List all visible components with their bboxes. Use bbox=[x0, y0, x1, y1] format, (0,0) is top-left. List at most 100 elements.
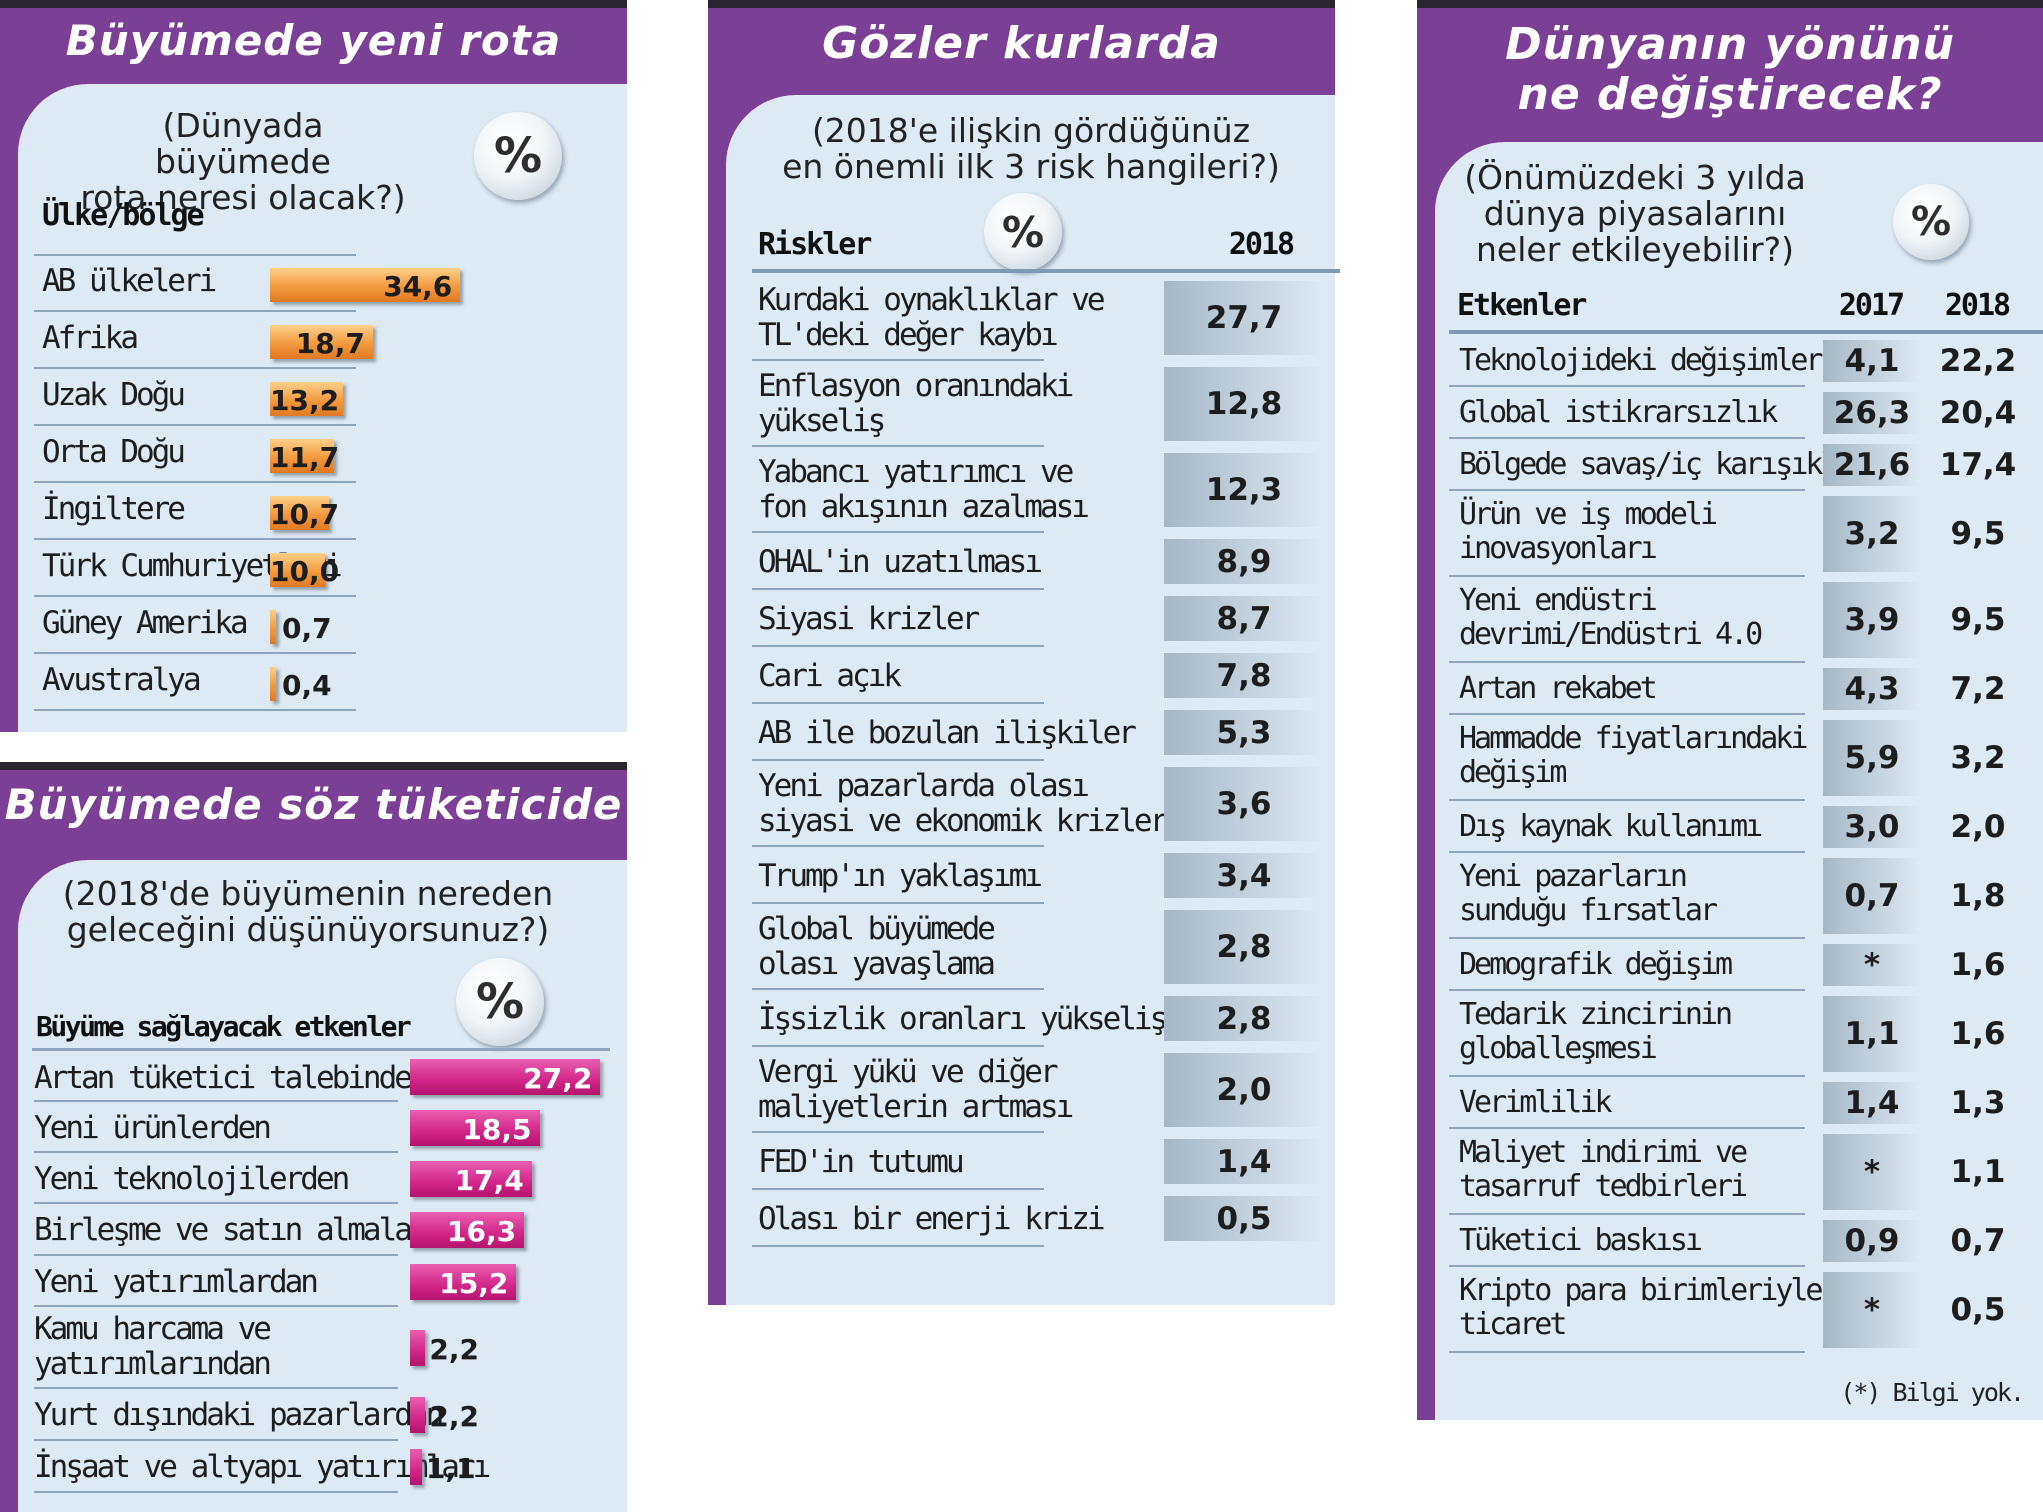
data-label: 13,2 bbox=[270, 384, 340, 417]
value-2018: 1,6 bbox=[1950, 947, 2006, 983]
risk-label: Kurdaki oynaklıklar ve TL'deki değer kayb… bbox=[758, 283, 1106, 353]
row-divider bbox=[1449, 1351, 1805, 1353]
factor-label: Dış kaynak kullanımı bbox=[1459, 810, 1763, 844]
bar bbox=[410, 1330, 426, 1366]
panel-growth-route: Büyümede yeni rota (Dünyada büyümede rot… bbox=[0, 0, 627, 732]
risk-label: Siyasi krizler bbox=[758, 601, 980, 637]
category-label: Artan tüketici talebinden bbox=[34, 1061, 429, 1096]
bar bbox=[270, 382, 343, 416]
label-line: tasarruf tedbirleri bbox=[1459, 1169, 1748, 1204]
value-2017: 0,9 bbox=[1823, 1220, 1921, 1262]
row-divider bbox=[1449, 713, 1805, 715]
panel-top-line bbox=[708, 0, 1335, 8]
row-divider bbox=[34, 1387, 398, 1389]
bar bbox=[410, 1109, 540, 1146]
label-line: AB ile bozulan ilişkiler bbox=[758, 715, 1137, 751]
row-divider bbox=[34, 1151, 398, 1153]
label-line: Siyasi krizler bbox=[758, 601, 980, 637]
value-2018: 17,4 bbox=[1939, 447, 2017, 483]
value-2017: 0,7 bbox=[1823, 858, 1921, 934]
row-divider bbox=[34, 538, 356, 540]
footnote: (*) Bilgi yok. bbox=[1840, 1378, 2025, 1407]
data-label: 18,5 bbox=[462, 1112, 532, 1146]
factor-label: Verimlilik bbox=[1459, 1085, 1613, 1120]
factor-label: Yeni endüstri devrimi/Endüstri 4.0 bbox=[1459, 583, 1763, 652]
row-divider bbox=[34, 1491, 398, 1493]
value-2018: 7,2 bbox=[1950, 671, 2006, 707]
risk-label: Olası bir enerji krizi bbox=[758, 1201, 1106, 1237]
value-2017: 4,1 bbox=[1823, 340, 1921, 382]
value-2018: 1,1 bbox=[1950, 1154, 2006, 1190]
row-divider bbox=[752, 988, 1044, 990]
value-2018: 8,9 bbox=[1164, 539, 1324, 584]
value-2018: 12,8 bbox=[1164, 367, 1324, 441]
data-label: 10,0 bbox=[270, 555, 340, 588]
value-2017: 21,6 bbox=[1823, 444, 1921, 486]
label-line: yükseliş bbox=[758, 403, 886, 439]
value-2018: 2,8 bbox=[1164, 996, 1324, 1041]
label-line: Yurt dışındaki pazarlardan bbox=[34, 1397, 444, 1433]
risk-label: Vergi yükü ve diğer maliyetlerin artması bbox=[758, 1055, 1074, 1125]
panel-top-line bbox=[1417, 0, 2043, 8]
panel-body: (Önümüzdeki 3 yılda dünya piyasalarını n… bbox=[1435, 142, 2043, 1420]
column-header-2018: 2018 bbox=[1228, 227, 1295, 262]
category-label: Avustralya bbox=[42, 662, 202, 698]
category-label: Uzak Doğu bbox=[42, 377, 186, 413]
panel-title: Dünyanın yönünü ne değiştirecek? bbox=[1417, 20, 2043, 120]
data-label: 2,2 bbox=[429, 1333, 479, 1366]
data-label: 11,7 bbox=[270, 441, 340, 474]
row-divider bbox=[752, 588, 1044, 590]
row-divider bbox=[34, 424, 356, 426]
panel-subtitle: (Dünyada büyümede rota neresi olacak?) bbox=[78, 108, 408, 216]
row-divider bbox=[1449, 1213, 1805, 1215]
label-line: Yabancı yatırımcı ve bbox=[758, 454, 1074, 490]
value-2017: 3,2 bbox=[1823, 496, 1921, 572]
value-2018: 1,3 bbox=[1950, 1085, 2006, 1121]
data-label: 0,7 bbox=[282, 612, 332, 645]
value-2018: 20,4 bbox=[1939, 395, 2017, 431]
label-line: Verimlilik bbox=[1459, 1085, 1613, 1120]
row-divider bbox=[752, 645, 1044, 647]
row-divider bbox=[34, 652, 356, 654]
row-divider bbox=[1449, 851, 1805, 853]
row-divider bbox=[752, 1045, 1044, 1047]
column-header: Büyüme sağlayacak etkenler bbox=[36, 1010, 412, 1043]
data-label: 10,7 bbox=[270, 498, 340, 531]
category-label: İngiltere bbox=[42, 491, 186, 527]
bar bbox=[270, 667, 276, 701]
factor-label: Artan rekabet bbox=[1459, 672, 1658, 706]
category-label: Yurt dışındaki pazarlardan bbox=[34, 1397, 444, 1433]
panel-title: Gözler kurlarda bbox=[822, 18, 1221, 69]
factor-label: Maliyet indirimi ve tasarruf tedbirleri bbox=[1459, 1136, 1748, 1204]
row-divider bbox=[1449, 989, 1805, 991]
category-label: Kamu harcama ve yatırımlarından bbox=[34, 1312, 272, 1382]
value-2018: 8,7 bbox=[1164, 596, 1324, 641]
header-divider bbox=[34, 254, 356, 256]
label-line: Ürün ve iş modeli bbox=[1459, 497, 1718, 532]
panel-subtitle: (2018'e ilişkin gördüğünüz en önemli ilk… bbox=[746, 113, 1316, 185]
column-header: Ülke/bölge bbox=[42, 198, 205, 233]
data-label: 15,2 bbox=[439, 1266, 509, 1300]
row-divider bbox=[34, 595, 356, 597]
subtitle-line: geleceğini düşünüyorsunuz?) bbox=[66, 910, 550, 949]
row-divider bbox=[1449, 1075, 1805, 1077]
factor-label: Kripto para birimleriyle ticaret bbox=[1459, 1274, 1823, 1342]
percent-badge-icon: % bbox=[456, 958, 544, 1046]
value-2018: 3,4 bbox=[1164, 853, 1324, 898]
column-header-2018: 2018 bbox=[1944, 288, 2011, 323]
row-divider bbox=[1449, 1265, 1805, 1267]
label-line: Olası bir enerji krizi bbox=[758, 1201, 1106, 1237]
value-2018: 9,5 bbox=[1950, 602, 2006, 638]
value-2018: 7,8 bbox=[1164, 653, 1324, 698]
column-header-2017: 2017 bbox=[1838, 288, 1905, 323]
value-2018: 1,8 bbox=[1950, 878, 2006, 914]
factor-label: Teknolojideki değişimler bbox=[1459, 344, 1823, 378]
row-divider bbox=[34, 1202, 398, 1204]
label-line: sunduğu fırsatlar bbox=[1459, 893, 1718, 928]
row-divider bbox=[34, 481, 356, 483]
value-2017: * bbox=[1823, 1134, 1921, 1210]
data-label: 1,1 bbox=[426, 1452, 476, 1485]
label-line: Yeni endüstri bbox=[1459, 583, 1658, 618]
subtitle-line: (Dünyada büyümede bbox=[154, 106, 331, 181]
value-2017: * bbox=[1823, 944, 1921, 986]
